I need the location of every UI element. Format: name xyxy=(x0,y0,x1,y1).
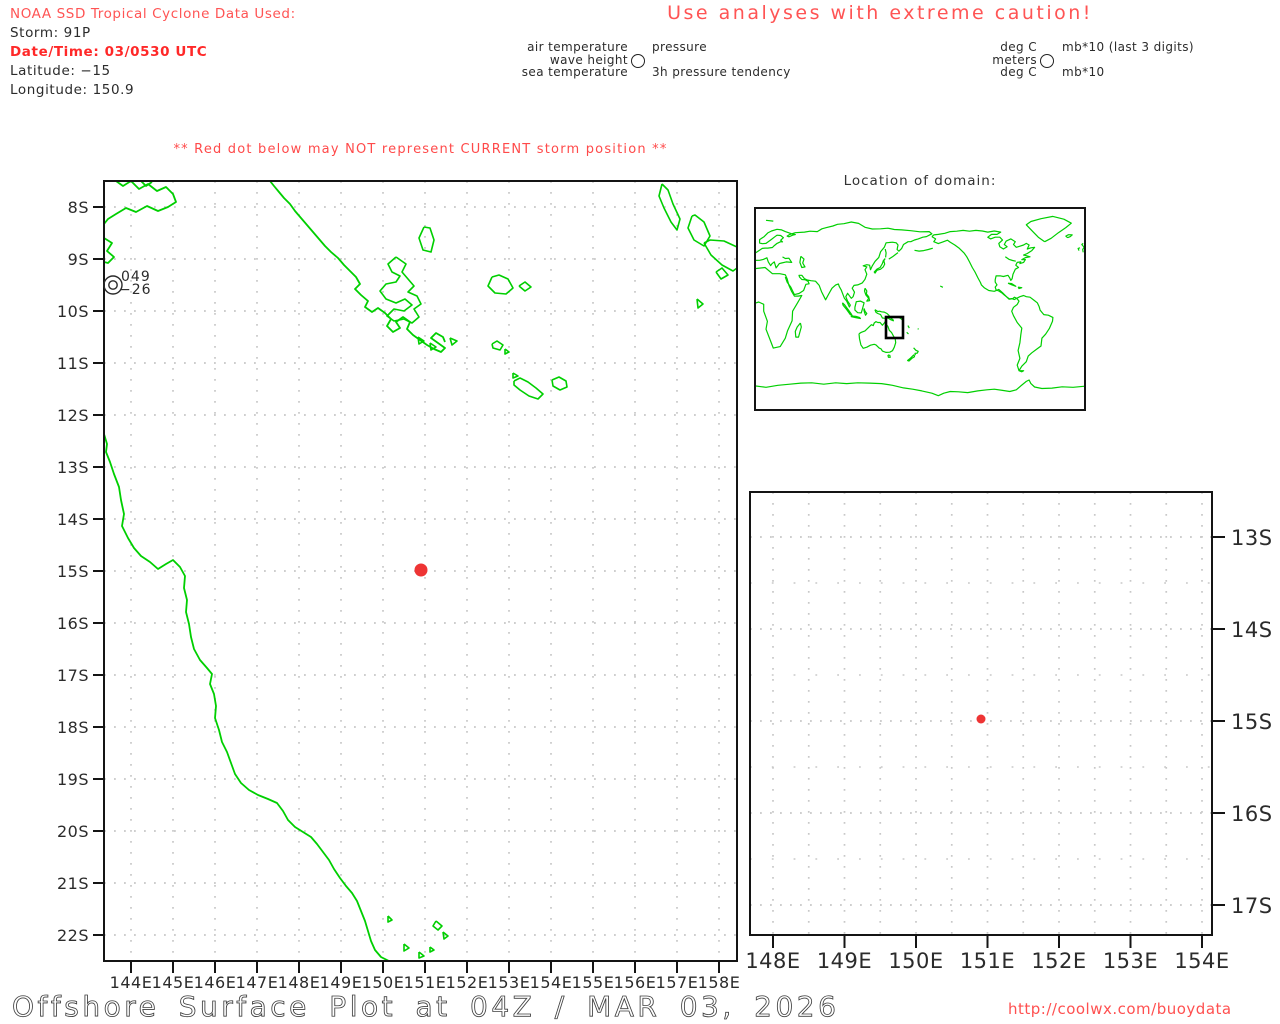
main-map-coastlines xyxy=(104,181,737,961)
caution-banner: Use analyses with extreme caution! xyxy=(667,2,1093,24)
svg-text:22S: 22S xyxy=(57,926,89,945)
world-inset-frame xyxy=(754,207,1086,411)
svg-text:21S: 21S xyxy=(57,874,89,893)
svg-text:049: 049 xyxy=(121,269,151,285)
main-map-grid xyxy=(104,181,737,961)
svg-text:17S: 17S xyxy=(1231,894,1273,918)
world-inset-coastlines xyxy=(755,215,1085,397)
legend-wave-height-label: wave height xyxy=(549,52,628,67)
svg-text:155E: 155E xyxy=(572,973,615,992)
svg-text:157E: 157E xyxy=(656,973,699,992)
svg-text:145E: 145E xyxy=(152,973,195,992)
svg-text:150E: 150E xyxy=(888,949,943,973)
zoom-map-frame xyxy=(749,491,1213,936)
svg-text:8S: 8S xyxy=(68,198,89,217)
svg-text:148E: 148E xyxy=(278,973,321,992)
station-model-circle-icon xyxy=(631,54,645,68)
svg-text:148E: 148E xyxy=(745,949,800,973)
footer-title: Offshore Surface Plot at 04Z / MAR 03, 2… xyxy=(12,990,839,1023)
storm-position-warning: ** Red dot below may NOT represent CURRE… xyxy=(173,142,668,157)
svg-text:15S: 15S xyxy=(1231,710,1273,734)
svg-text:151E: 151E xyxy=(404,973,447,992)
svg-text:153E: 153E xyxy=(488,973,531,992)
svg-text:158E: 158E xyxy=(698,973,741,992)
station-plot: 049−26 xyxy=(103,269,152,298)
svg-text:13S: 13S xyxy=(57,458,89,477)
storm-position-dot-main xyxy=(414,563,428,577)
svg-text:149E: 149E xyxy=(320,973,363,992)
svg-text:154E: 154E xyxy=(530,973,573,992)
svg-text:20S: 20S xyxy=(57,822,89,841)
svg-text:152E: 152E xyxy=(1031,949,1086,973)
legend-degc-bottom-label: deg C xyxy=(1000,65,1037,79)
legend-meters-label: meters xyxy=(992,52,1037,67)
legend-air-temperature-label: air temperature xyxy=(527,40,628,54)
storm-id-line: Storm: 91P xyxy=(10,25,91,41)
domain-rect xyxy=(884,315,905,340)
svg-text:152E: 152E xyxy=(446,973,489,992)
svg-text:9S: 9S xyxy=(68,250,89,269)
svg-text:156E: 156E xyxy=(614,973,657,992)
svg-text:12S: 12S xyxy=(57,406,89,425)
svg-text:151E: 151E xyxy=(960,949,1015,973)
svg-text:149E: 149E xyxy=(817,949,872,973)
svg-text:146E: 146E xyxy=(194,973,237,992)
datetime-line: Date/Time: 03/0530 UTC xyxy=(10,44,208,60)
svg-text:18S: 18S xyxy=(57,718,89,737)
svg-text:14S: 14S xyxy=(57,510,89,529)
legend-degc-top-label: deg C xyxy=(1000,40,1037,54)
legend-pressure-tendency-label: 3h pressure tendency xyxy=(652,65,791,79)
svg-text:147E: 147E xyxy=(236,973,279,992)
svg-text:16S: 16S xyxy=(57,614,89,633)
svg-text:19S: 19S xyxy=(57,770,89,789)
svg-text:10S: 10S xyxy=(57,302,89,321)
svg-text:154E: 154E xyxy=(1174,949,1229,973)
source-url: http://coolwx.com/buoydata xyxy=(1008,1000,1232,1018)
zoom-map-grid xyxy=(750,492,1212,935)
svg-text:14S: 14S xyxy=(1231,618,1273,642)
noaa-source-line: NOAA SSD Tropical Cyclone Data Used: xyxy=(10,6,296,22)
legend-mb10-label: mb*10 xyxy=(1062,65,1105,79)
svg-text:11S: 11S xyxy=(57,354,89,373)
legend-pressure-label: pressure xyxy=(652,40,708,54)
svg-text:16S: 16S xyxy=(1231,802,1273,826)
latitude-line: Latitude: −15 xyxy=(10,63,111,79)
svg-text:150E: 150E xyxy=(362,973,405,992)
legend-mb10-last3-label: mb*10 (last 3 digits) xyxy=(1062,40,1194,54)
world-inset-title: Location of domain: xyxy=(843,173,997,189)
units-model-circle-icon xyxy=(1040,54,1054,68)
svg-text:17S: 17S xyxy=(57,666,89,685)
main-map-axes: 8S 9S 10S 11S 12S 13S 14S 15S 16S 17S 18S 19S 20S 21S… xyxy=(57,198,740,992)
svg-text:13S: 13S xyxy=(1231,526,1273,550)
zoom-map-axes: 148E 149E 150E 151E 152E 153E 154E 13S 14S 15S 16S… xyxy=(745,526,1272,973)
svg-text:153E: 153E xyxy=(1103,949,1158,973)
legend-sea-temperature-label: sea temperature xyxy=(521,65,628,79)
longitude-line: Longitude: 150.9 xyxy=(10,82,135,98)
svg-text:15S: 15S xyxy=(57,562,89,581)
svg-text:−26: −26 xyxy=(119,282,152,298)
svg-text:144E: 144E xyxy=(110,973,153,992)
storm-position-dot-zoom xyxy=(976,714,986,724)
